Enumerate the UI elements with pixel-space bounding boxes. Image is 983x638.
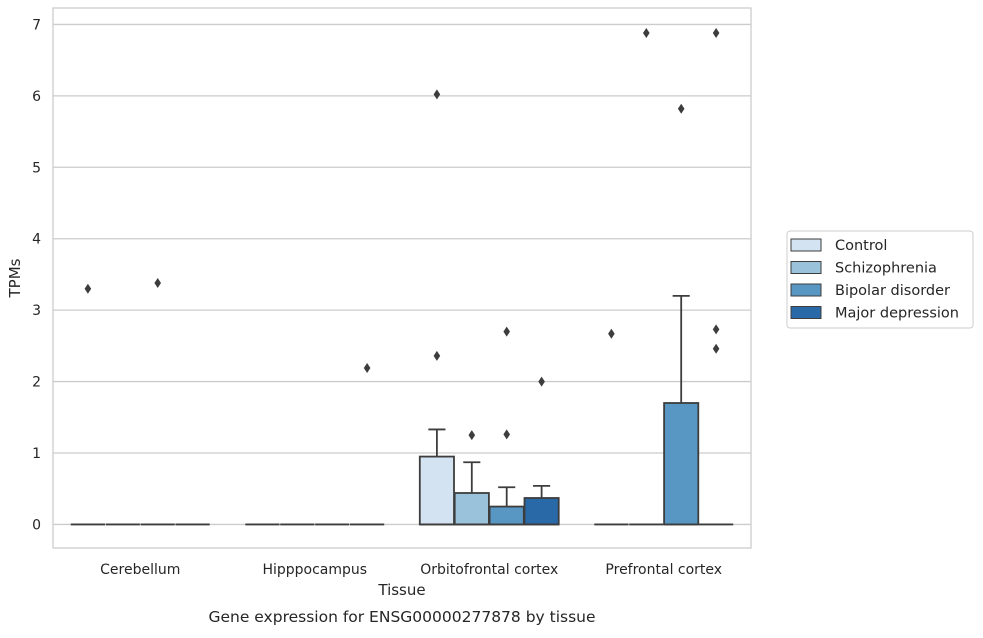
plot-frame	[52, 7, 752, 549]
chart-caption: Gene expression for ENSG00000277878 by t…	[208, 608, 595, 626]
x-tick-label: Hipppocampus	[262, 562, 367, 578]
y-tick-label: 6	[32, 89, 41, 105]
y-tick-label: 5	[32, 160, 41, 176]
box-group	[488, 326, 525, 526]
outlier-point	[363, 363, 371, 373]
legend-swatch	[790, 261, 822, 274]
outlier-point	[154, 278, 161, 288]
box-group	[698, 28, 734, 526]
y-axis-label: TPMs	[6, 258, 24, 298]
legend-label: Bipolar disorder	[835, 283, 950, 299]
outlier-point	[503, 326, 510, 337]
legend-frame	[786, 230, 974, 329]
x-tick-label: Prefrontal cortex	[605, 562, 722, 578]
outlier-point	[503, 429, 510, 440]
y-axis-ticks: 0 1 2 3 4 5 6 7	[32, 17, 41, 533]
outlier-point	[538, 376, 545, 387]
x-tick-label: Cerebellum	[100, 562, 180, 578]
outlier-point	[712, 28, 720, 38]
box-body	[488, 505, 525, 526]
box-series	[70, 28, 734, 526]
x-axis-label: Tissue	[377, 581, 425, 599]
box-body	[523, 497, 560, 526]
box-group	[418, 89, 455, 526]
box-group	[629, 28, 664, 526]
gridlines	[53, 23, 751, 526]
outlier-point	[433, 89, 441, 100]
box-body	[453, 492, 490, 526]
x-tick-label: Orbitofrontal cortex	[420, 562, 558, 578]
outlier-point	[677, 103, 685, 114]
box-group	[140, 278, 175, 526]
legend-swatch	[790, 306, 822, 319]
y-tick-label: 2	[32, 375, 41, 391]
legend-label: Control	[835, 238, 887, 254]
legend-label: Major depression	[835, 306, 959, 322]
y-tick-label: 1	[32, 446, 41, 462]
box-body	[663, 402, 700, 526]
box-group	[70, 283, 106, 526]
y-tick-label: 3	[32, 303, 41, 319]
outlier-point	[643, 28, 650, 38]
box-group	[453, 430, 490, 526]
box-group	[663, 103, 700, 526]
outlier-point	[712, 324, 720, 335]
box-body	[418, 455, 455, 526]
y-tick-label: 0	[32, 517, 41, 533]
outlier-point	[468, 430, 476, 441]
x-axis-ticks: Cerebellum Hipppocampus Orbitofrontal cort…	[100, 562, 722, 578]
box-group	[594, 328, 629, 526]
legend-label: Schizophrenia	[835, 261, 937, 277]
box-group	[349, 363, 385, 526]
y-tick-label: 7	[32, 17, 41, 33]
outlier-point	[84, 283, 92, 294]
outlier-point	[433, 350, 441, 361]
outlier-point	[608, 328, 615, 339]
box-group	[523, 376, 560, 526]
legend-swatch	[790, 238, 822, 252]
legend: Control Schizophrenia Bipolar disorder Majo…	[786, 230, 974, 329]
legend-swatch	[790, 283, 822, 297]
outlier-point	[712, 343, 720, 354]
y-tick-label: 4	[32, 232, 41, 248]
